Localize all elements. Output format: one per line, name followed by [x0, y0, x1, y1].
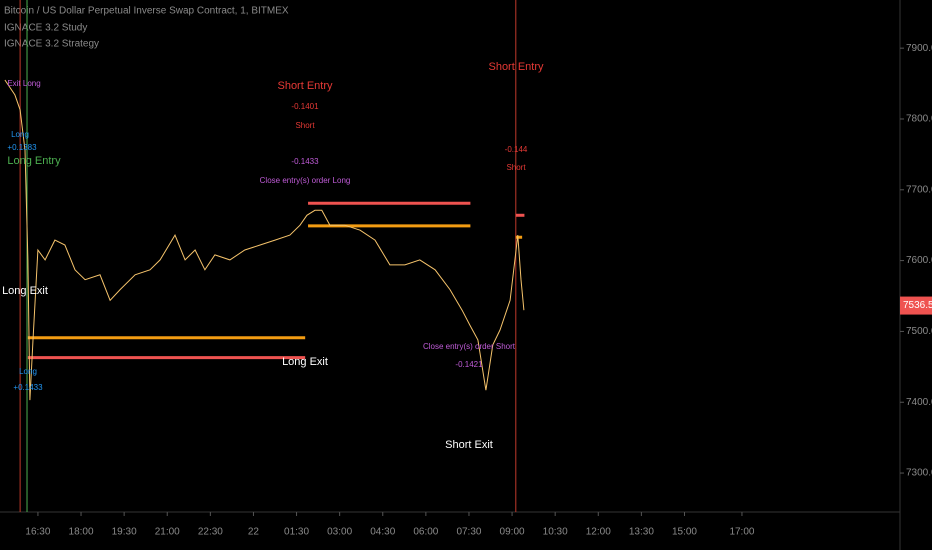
annotation: Long Exit: [282, 356, 328, 368]
y-tick-label: 7500.0: [906, 326, 932, 337]
annotation: Close entry(s) order Short: [423, 342, 516, 351]
annotation: -0.1421: [455, 360, 483, 369]
x-tick-label: 01:30: [284, 527, 309, 538]
y-tick-label: 7900.0: [906, 43, 932, 54]
strategy-name: IGNACE 3.2 Strategy: [4, 39, 99, 50]
study-name: IGNACE 3.2 Study: [4, 23, 87, 34]
x-tick-label: 18:00: [69, 527, 94, 538]
annotation: Short Entry: [277, 80, 333, 92]
x-tick-label: 19:30: [112, 527, 137, 538]
annotation: Short: [295, 121, 315, 130]
y-tick-label: 7700.0: [906, 184, 932, 195]
annotation: Close entry(s) order Long: [260, 176, 351, 185]
annotation: +0.1383: [7, 143, 37, 152]
y-tick-label: 7300.0: [906, 468, 932, 479]
y-tick-label: 7600.0: [906, 255, 932, 266]
x-tick-label: 22: [248, 527, 260, 538]
chart-title: Bitcoin / US Dollar Perpetual Inverse Sw…: [4, 6, 289, 17]
y-tick-label: 7800.0: [906, 114, 932, 125]
x-tick-label: 04:30: [370, 527, 395, 538]
x-tick-label: 10:30: [543, 527, 568, 538]
x-tick-label: 12:00: [586, 527, 611, 538]
x-tick-label: 15:00: [672, 527, 697, 538]
x-tick-label: 16:30: [25, 527, 50, 538]
annotation: Long Exit: [2, 285, 48, 297]
annotation: Exit Long: [7, 79, 40, 88]
last-price-label: 7536.5: [903, 300, 932, 311]
annotation: -0.1401: [291, 102, 319, 111]
price-line: [4, 79, 525, 401]
annotation: -0.144: [505, 145, 528, 154]
x-tick-label: 17:00: [729, 527, 754, 538]
x-tick-label: 07:30: [456, 527, 481, 538]
y-tick-label: 7400.0: [906, 397, 932, 408]
annotation: +0.1433: [13, 383, 43, 392]
x-tick-label: 09:00: [500, 527, 525, 538]
x-tick-label: 06:00: [413, 527, 438, 538]
annotation: Long: [11, 130, 29, 139]
x-tick-label: 21:00: [155, 527, 180, 538]
x-tick-label: 13:30: [629, 527, 654, 538]
annotation: -0.1433: [291, 157, 319, 166]
annotation: Short Entry: [488, 61, 544, 73]
last-price-box: [900, 296, 932, 315]
annotation: Long Entry: [7, 155, 61, 167]
annotation: Short: [506, 163, 526, 172]
annotation: Long: [19, 367, 37, 376]
x-tick-label: 22:30: [198, 527, 223, 538]
annotation: Short Exit: [445, 439, 493, 451]
x-tick-label: 03:00: [327, 527, 352, 538]
